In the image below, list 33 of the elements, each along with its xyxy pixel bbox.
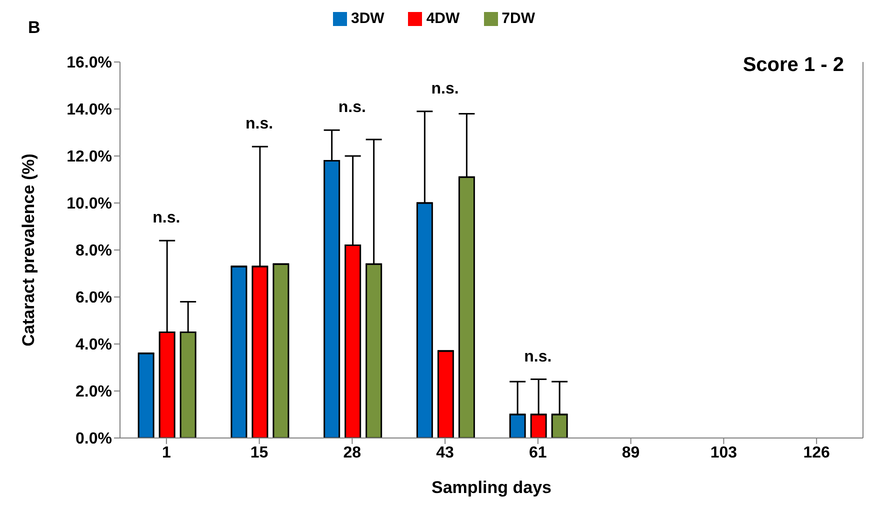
y-tick-label: 8.0% xyxy=(76,242,112,260)
x-tick-label: 43 xyxy=(436,444,454,462)
annotation: n.s. xyxy=(152,210,180,227)
legend-label: 3DW xyxy=(350,10,384,27)
bar xyxy=(138,352,154,438)
y-tick-label: 2.0% xyxy=(76,384,112,401)
y-tick-label: 10.0% xyxy=(66,196,112,213)
y-tick-label: 16.0% xyxy=(66,54,112,72)
x-axis-title: Sampling days xyxy=(432,478,552,497)
annotation: Score 1 - 2 xyxy=(742,54,844,77)
y-tick-label: 12.0% xyxy=(66,148,112,166)
annotation: n.s. xyxy=(338,99,366,116)
legend-label: 7DW xyxy=(502,10,536,27)
text: B xyxy=(28,18,40,38)
y-tick-label: 6.0% xyxy=(76,290,112,307)
legend-label: 4DW xyxy=(426,10,460,27)
y-axis-title: Cataract prevalence (%) xyxy=(19,154,38,346)
annotation: n.s. xyxy=(524,348,552,366)
x-tick-label: 126 xyxy=(803,444,830,462)
x-tick-label: 103 xyxy=(710,444,738,462)
x-tick-label: 1 xyxy=(162,444,171,462)
bar xyxy=(230,266,248,438)
y-tick-label: 4.0% xyxy=(76,336,112,354)
x-tick-label: 89 xyxy=(622,444,640,462)
bar xyxy=(272,263,290,438)
bar xyxy=(437,350,454,438)
x-tick-label: 61 xyxy=(529,444,547,462)
y-tick-label: 14.0% xyxy=(66,102,112,119)
x-tick-label: 15 xyxy=(250,444,268,462)
y-tick-label: 0.0% xyxy=(76,430,112,448)
annotation: n.s. xyxy=(431,80,459,98)
x-tick-label: 28 xyxy=(343,444,362,462)
annotation: n.s. xyxy=(246,116,274,133)
